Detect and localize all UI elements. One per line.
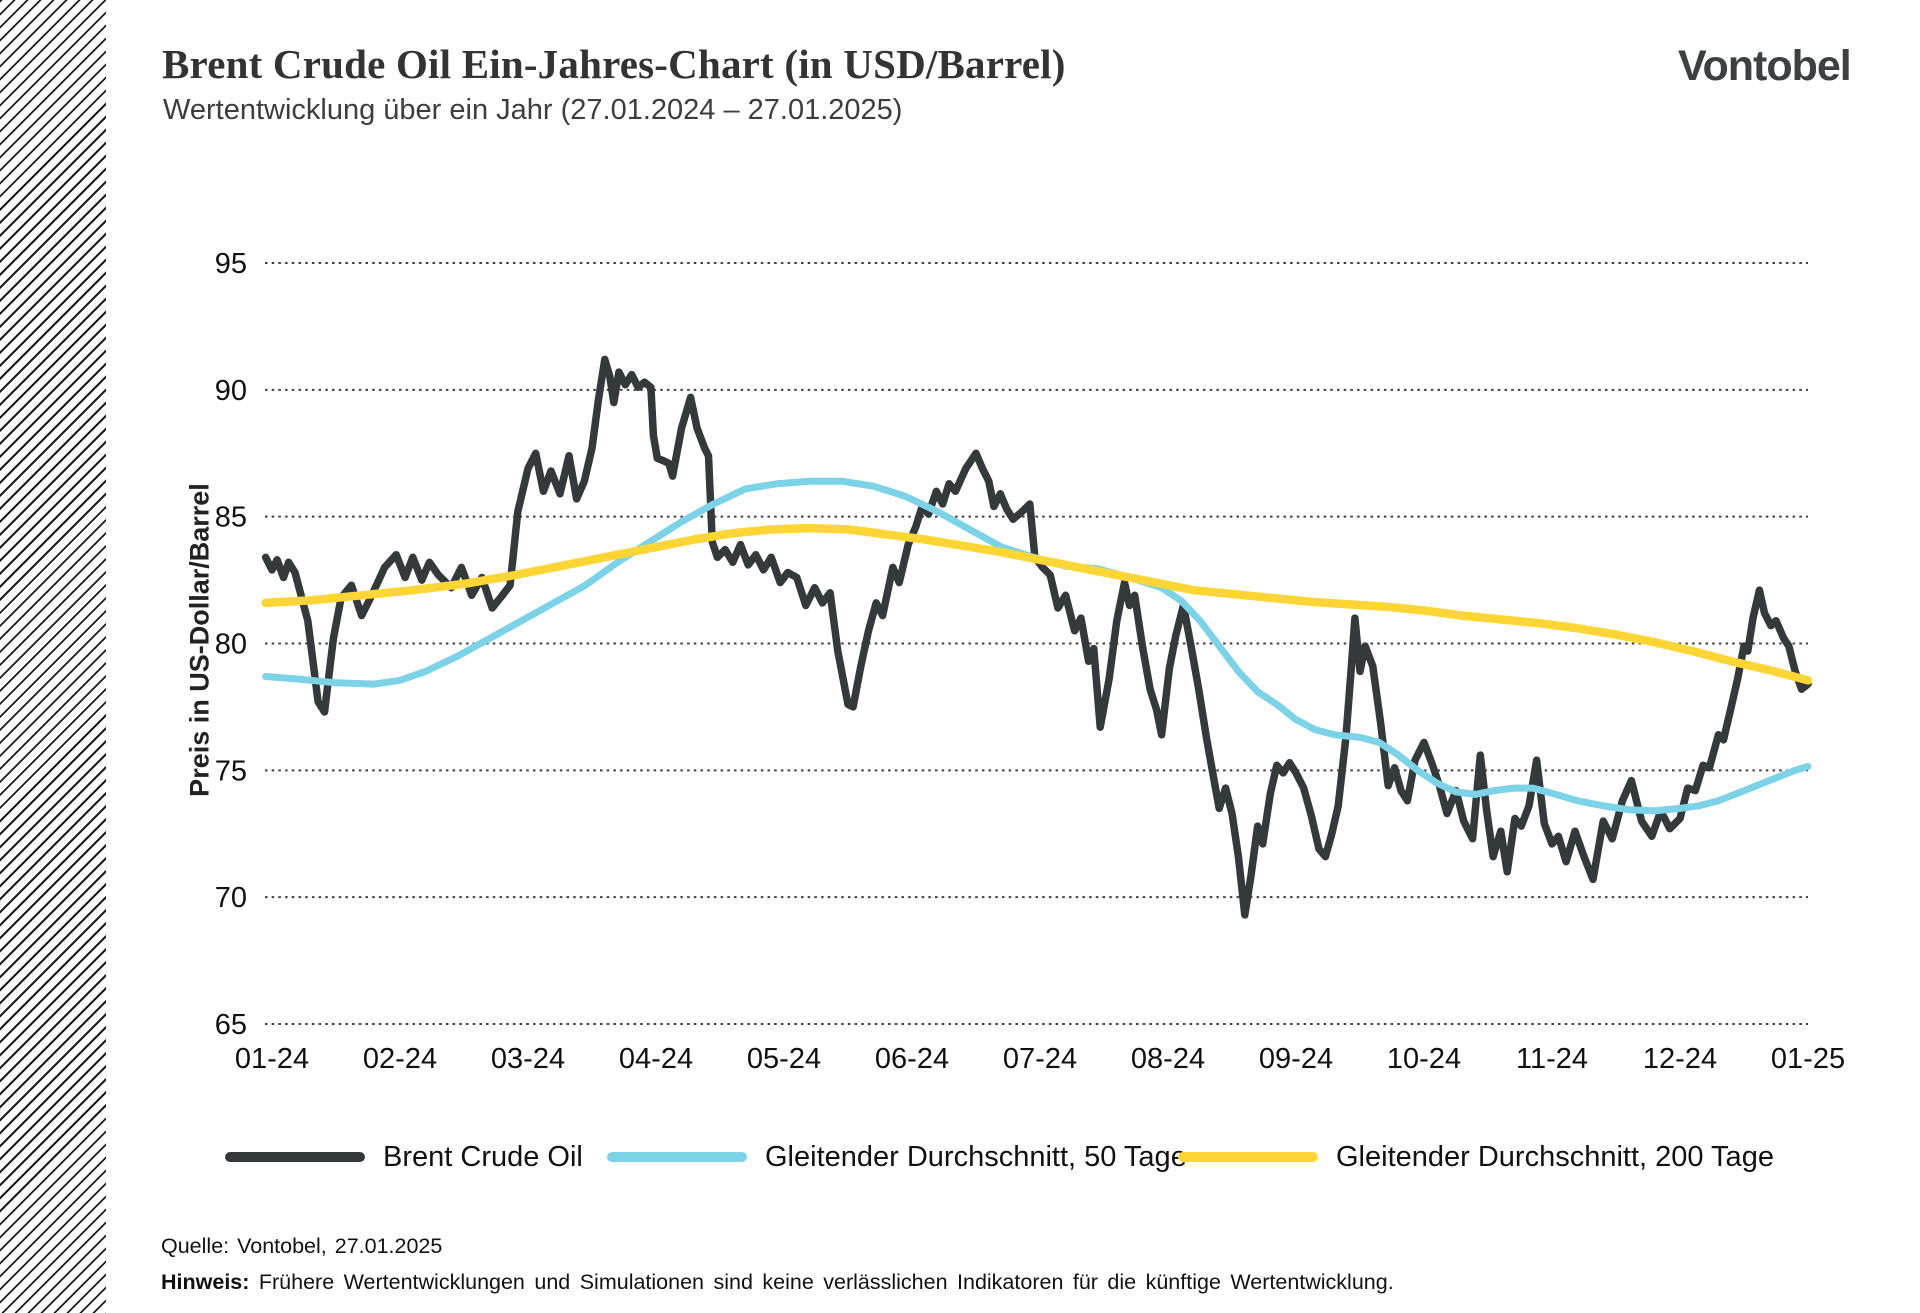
legend-swatch-ma50-line [607,1152,747,1162]
y-tick-label-80: 80 [215,629,247,661]
data-series [261,355,1813,919]
legend-item-ma200-line: Gleitender Durchschnitt, 200 Tage [1178,1138,1774,1176]
x-tick-label-12-24: 12-24 [1643,1043,1717,1075]
y-tick-label-70: 70 [215,882,247,914]
vontobel-logo: Vontobel [1678,42,1852,90]
brent-line [261,355,1812,919]
chart-legend: Brent Crude Oil Gleitender Durchschnitt, … [0,1138,1920,1176]
x-tick-label-02-24: 02-24 [363,1043,437,1075]
legend-label-brent-line: Brent Crude Oil [383,1140,583,1173]
ma200-line [261,523,1813,685]
x-tick-label-08-24: 08-24 [1131,1043,1205,1075]
x-tick-label-03-24: 03-24 [491,1043,565,1075]
x-tick-label-11-24: 11-24 [1516,1043,1588,1075]
page-subtitle: Wertentwicklung über ein Jahr (27.01.202… [163,94,903,126]
note-body: Frühere Wertentwicklungen und Simulation… [258,1270,1394,1294]
x-tick-label-07-24: 07-24 [1003,1043,1077,1075]
source-text: Quelle: Vontobel, 27.01.2025 [161,1234,443,1258]
legend-label-ma200-line: Gleitender Durchschnitt, 200 Tage [1336,1140,1774,1173]
legend-swatch-ma200-line [1178,1152,1318,1162]
y-tick-label-95: 95 [215,248,247,280]
legend-item-brent-line: Brent Crude Oil [225,1138,583,1176]
footer: Quelle: Vontobel, 27.01.2025 Hinweis: Fr… [161,1234,1561,1295]
x-tick-label-06-24: 06-24 [875,1043,949,1075]
y-tick-labels: 95 90 85 80 75 70 65 [215,248,247,1041]
y-tick-label-75: 75 [215,755,247,787]
x-tick-label-04-24: 04-24 [619,1043,693,1075]
x-tick-label-09-24: 09-24 [1259,1043,1333,1075]
note-label: Hinweis: [161,1270,250,1294]
gridlines [265,262,1808,1025]
diagonal-hatch-strip [0,0,106,1313]
page-title: Brent Crude Oil Ein-Jahres-Chart (in USD… [162,41,1066,87]
ma50-line [262,477,1812,815]
y-tick-label-65: 65 [215,1009,247,1041]
y-tick-label-85: 85 [215,502,247,534]
legend-label-ma50-line: Gleitender Durchschnitt, 50 Tage [765,1140,1187,1173]
legend-item-ma50-line: Gleitender Durchschnitt, 50 Tage [607,1138,1187,1176]
x-tick-labels: 01-24 02-24 03-24 04-24 05-24 06-24 07-24 08-24… [235,1043,1845,1075]
x-tick-label-01-24: 01-24 [235,1043,309,1075]
y-tick-label-90: 90 [215,375,247,407]
x-tick-label-10-24: 10-24 [1387,1043,1461,1075]
legend-swatch-brent-line [225,1152,365,1162]
x-tick-label-01-25: 01-25 [1771,1043,1845,1075]
x-tick-label-05-24: 05-24 [747,1043,821,1075]
note-text: Hinweis: Frühere Wertentwicklungen und S… [161,1270,1561,1295]
